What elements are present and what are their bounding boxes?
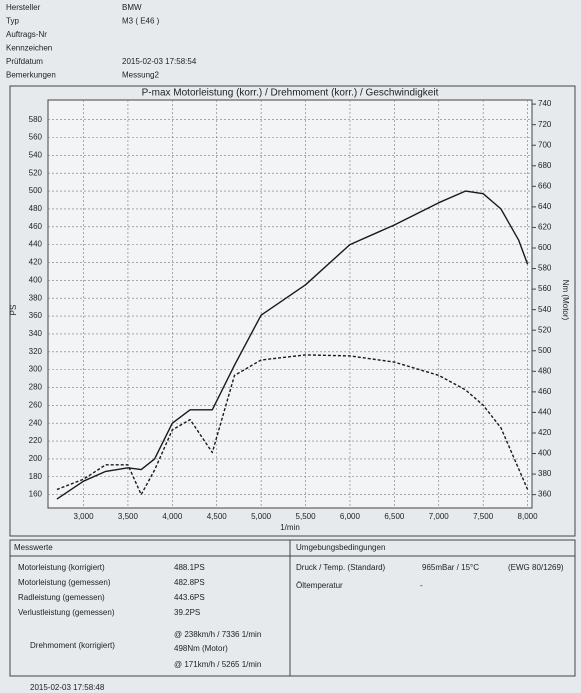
y-tick-label: 300 [29, 365, 43, 374]
y-tick-label: 220 [29, 436, 43, 445]
y-axis-label: PS [9, 305, 18, 316]
torque-value: 498Nm (Motor) [174, 644, 228, 653]
header-value: 2015-02-03 17:58:54 [122, 57, 197, 66]
y-tick-label: 280 [29, 383, 43, 392]
y2-tick-label: 460 [538, 387, 552, 396]
y2-tick-label: 660 [538, 181, 552, 190]
header-label: Kennzeichen [6, 44, 52, 53]
measurement-label: Motorleistung (korrigiert) [18, 563, 105, 572]
environment-value: - [420, 581, 423, 590]
y-tick-label: 240 [29, 418, 43, 427]
x-tick-label: 6,500 [384, 512, 405, 521]
table-frame [9, 539, 576, 677]
y-tick-label: 520 [29, 168, 43, 177]
measurement-value: 488.1PS [174, 563, 205, 572]
x-tick-label: 4,500 [207, 512, 228, 521]
header-label: Typ [6, 17, 19, 26]
y-tick-label: 580 [29, 115, 43, 124]
header-label: Prüfdatum [6, 57, 43, 66]
y2-tick-label: 740 [538, 99, 552, 108]
y-tick-label: 320 [29, 347, 43, 356]
environment-label: Öltemperatur [296, 581, 343, 590]
y-tick-label: 360 [29, 311, 43, 320]
measurement-label: Verlustleistung (gemessen) [18, 608, 115, 617]
x-tick-label: 7,500 [473, 512, 494, 521]
y-tick-label: 260 [29, 400, 43, 409]
header-value: BMW [122, 3, 142, 12]
measurements: Motorleistung (korrigiert) 488.1PS Motorle… [18, 563, 205, 617]
environment-note: (EWG 80/1269) [508, 563, 564, 572]
x-tick-label: 3,500 [118, 512, 139, 521]
x-tick-label: 5,500 [296, 512, 317, 521]
y2-tick-label: 720 [538, 120, 552, 129]
y2-tick-label: 580 [538, 264, 552, 273]
measurements-title: Messwerte [14, 543, 53, 552]
y2-tick-label: 380 [538, 469, 552, 478]
environment-label: Druck / Temp. (Standard) [296, 563, 386, 572]
y-tick-label: 180 [29, 472, 43, 481]
header-label: Hersteller [6, 3, 41, 12]
y2-tick-label: 700 [538, 140, 552, 149]
measurement-value: 482.8PS [174, 578, 205, 587]
plot: 160 180 200 220 240 260 280 300 320 340 360 380 400 4… [29, 99, 552, 521]
header-value: Messung2 [122, 71, 159, 80]
x-tick-label: 4,000 [162, 512, 183, 521]
series-line [56, 354, 529, 496]
measurement-label: Motorleistung (gemessen) [18, 578, 111, 587]
y-tick-label: 480 [29, 204, 43, 213]
chart-title: P-max Motorleistung (korr.) / Drehmoment… [142, 88, 439, 99]
y2-tick-label: 640 [538, 202, 552, 211]
y2-tick-label: 680 [538, 161, 552, 170]
header: Hersteller BMW Typ M3 ( E46 ) Auftrags-Nr Ken… [6, 3, 197, 80]
y-tick-label: 540 [29, 150, 43, 159]
x-tick-label: 7,000 [429, 512, 450, 521]
y-tick-label: 560 [29, 133, 43, 142]
y-tick-label: 420 [29, 258, 43, 267]
y-tick-label: 440 [29, 240, 43, 249]
power-at: @ 238km/h / 7336 1/min [174, 630, 261, 639]
torque-label: Drehmoment (korrigiert) [30, 641, 115, 650]
y-tick-label: 400 [29, 275, 43, 284]
y-tick-label: 460 [29, 222, 43, 231]
environment-value: 965mBar / 15°C [422, 563, 479, 572]
y2-tick-label: 620 [538, 223, 552, 232]
y2-tick-label: 480 [538, 366, 552, 375]
y2-tick-label: 560 [538, 284, 552, 293]
y2-tick-label: 400 [538, 449, 552, 458]
y2-tick-label: 440 [538, 408, 552, 417]
header-label: Bemerkungen [6, 71, 56, 80]
x-tick-label: 8,000 [518, 512, 539, 521]
measurement-value: 443.6PS [174, 593, 205, 602]
y-tick-label: 500 [29, 186, 43, 195]
y2-tick-label: 420 [538, 428, 552, 437]
environment-title: Umgebungsbedingungen [296, 543, 385, 552]
torque-at: @ 171km/h / 5265 1/min [174, 660, 261, 669]
plot-area [47, 99, 533, 509]
x-tick-label: 6,000 [340, 512, 361, 521]
y-tick-label: 380 [29, 293, 43, 302]
header-value: M3 ( E46 ) [122, 17, 160, 26]
x-tick-label: 5,000 [251, 512, 272, 521]
measurement-label: Radleistung (gemessen) [18, 593, 105, 602]
y2-tick-label: 520 [538, 325, 552, 334]
footer: 2015-02-03 17:58:48 [30, 683, 105, 692]
y2-tick-label: 360 [538, 490, 552, 499]
y-tick-label: 200 [29, 454, 43, 463]
x-axis-label: 1/min [280, 523, 300, 532]
y-tick-label: 340 [29, 329, 43, 338]
measurement-value: 39.2PS [174, 608, 200, 617]
environment: Druck / Temp. (Standard) 965mBar / 15°C (E… [296, 563, 564, 590]
y2-axis-label: Nm (Motor) [561, 280, 570, 321]
y2-tick-label: 500 [538, 346, 552, 355]
chart-frame [9, 85, 576, 537]
x-tick-label: 3,000 [74, 512, 95, 521]
header-label: Auftrags-Nr [6, 30, 47, 39]
y2-tick-label: 540 [538, 305, 552, 314]
y-tick-label: 160 [29, 490, 43, 499]
y2-tick-label: 600 [538, 243, 552, 252]
